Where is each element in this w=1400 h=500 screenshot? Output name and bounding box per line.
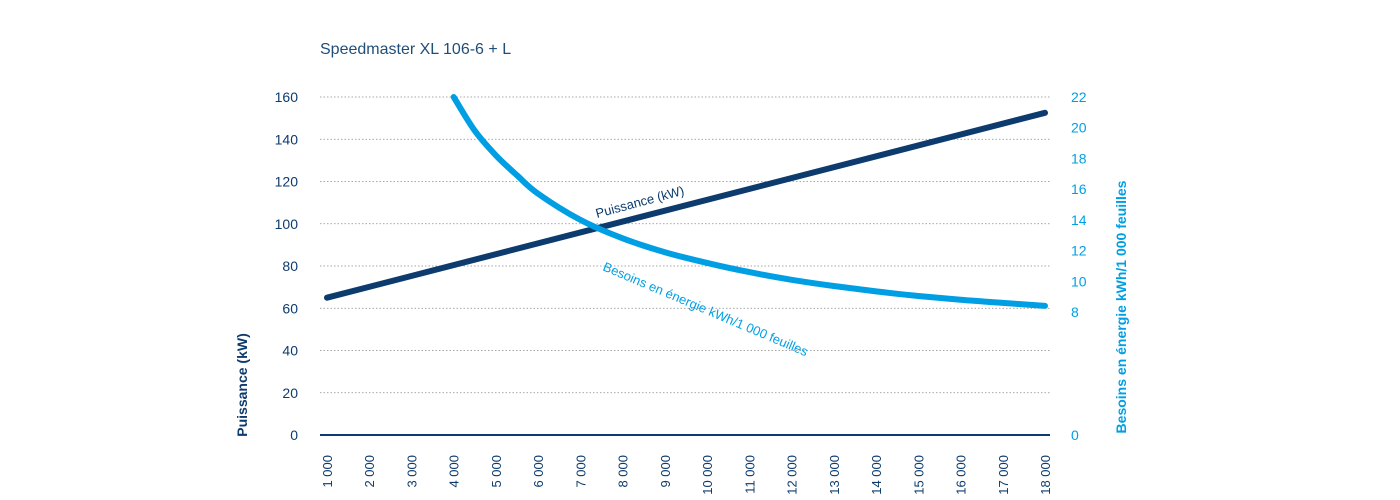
energy-series-line [450, 94, 1048, 309]
grid [320, 96, 1050, 436]
left-tick-label: 120 [275, 174, 299, 190]
x-axis-ticks: 1 000 2 000 3 000 4 000 5 000 6 000 7 000 8 000… [320, 455, 1053, 495]
right-tick-label: 20 [1071, 120, 1087, 136]
x-tick-label: 14 000 [869, 455, 884, 495]
right-tick-label: 10 [1071, 273, 1087, 289]
right-axis-ticks: 0 8 10 12 14 16 18 20 22 [1071, 89, 1087, 443]
x-tick-label: 15 000 [911, 455, 926, 495]
x-tick-label: 3 000 [404, 455, 419, 488]
right-tick-label: 0 [1071, 427, 1079, 443]
x-tick-label: 17 000 [996, 455, 1011, 495]
x-tick-label: 18 000 [1038, 455, 1053, 495]
power-series-line [324, 109, 1048, 301]
left-tick-label: 100 [275, 216, 299, 232]
x-tick-label: 2 000 [362, 455, 377, 488]
left-tick-label: 160 [275, 89, 299, 105]
x-tick-label: 6 000 [531, 455, 546, 488]
right-axis-label: Besoins en énergie kWh/1 000 feuilles [1113, 180, 1129, 433]
x-tick-label: 4 000 [447, 455, 462, 488]
left-tick-label: 60 [282, 300, 298, 316]
left-axis-ticks: 0 20 40 60 80 100 120 140 160 [275, 89, 299, 443]
x-tick-label: 10 000 [700, 455, 715, 495]
x-tick-label: 16 000 [954, 455, 969, 495]
left-axis-label: Puissance (kW) [234, 333, 250, 436]
left-tick-label: 80 [282, 258, 298, 274]
x-tick-label: 11 000 [742, 455, 757, 494]
x-tick-label: 12 000 [785, 455, 800, 495]
x-tick-label: 13 000 [827, 455, 842, 495]
left-tick-label: 140 [275, 131, 299, 147]
right-tick-label: 8 [1071, 304, 1079, 320]
chart-title: Speedmaster XL 106-6 + L [320, 41, 511, 58]
right-tick-label: 16 [1071, 181, 1087, 197]
x-tick-label: 5 000 [489, 455, 504, 488]
left-tick-label: 40 [282, 343, 298, 359]
left-tick-label: 0 [290, 427, 298, 443]
series [324, 94, 1048, 309]
right-tick-label: 18 [1071, 150, 1087, 166]
energy-series-label: Besoins en énergie kWh/1 000 feuilles [601, 259, 811, 359]
right-tick-label: 22 [1071, 89, 1087, 105]
right-tick-label: 14 [1071, 212, 1087, 228]
right-tick-label: 12 [1071, 243, 1087, 259]
x-tick-label: 8 000 [616, 455, 631, 488]
left-tick-label: 20 [282, 385, 298, 401]
x-tick-label: 9 000 [658, 455, 673, 488]
x-tick-label: 1 000 [320, 455, 335, 488]
x-tick-label: 7 000 [573, 455, 588, 488]
